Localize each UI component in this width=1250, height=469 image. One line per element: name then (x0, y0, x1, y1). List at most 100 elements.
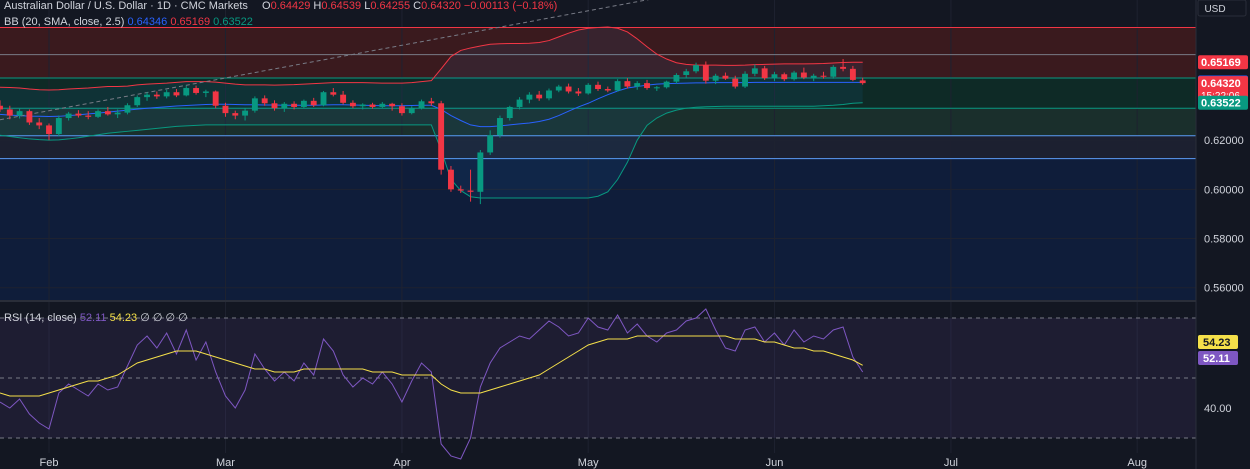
candle (212, 90, 219, 109)
candle (124, 103, 131, 115)
rsi-badge-text: 52.11 (1203, 353, 1230, 365)
rsi-badge: 52.11 (1198, 351, 1238, 365)
candle (291, 101, 298, 110)
currency-button[interactable]: USD (1197, 0, 1247, 17)
price-zones (0, 27, 1196, 300)
candle-body (95, 111, 101, 117)
candlestick-series (0, 59, 866, 205)
candle-body (565, 86, 572, 92)
bb-label: BB (20, SMA, close, 2.5) (4, 16, 125, 28)
rsi-label: RSI (14, close) (4, 312, 77, 324)
bb-legend[interactable]: BB (20, SMA, close, 2.5) 0.64346 0.65169… (4, 16, 253, 28)
rsi-band (0, 318, 1196, 438)
candle-body (193, 88, 200, 93)
candle (428, 97, 435, 106)
candle-body (840, 66, 847, 69)
time-tick-label: Jul (944, 457, 958, 469)
price-tick-label: 0.62000 (1204, 135, 1244, 147)
candle (408, 106, 415, 115)
candle-body (644, 83, 650, 89)
candle-body (653, 87, 660, 89)
candle (222, 102, 229, 117)
candle-body (202, 91, 209, 93)
candle-body (693, 65, 699, 72)
rsi-badge-bg (1198, 335, 1238, 349)
candle-body (536, 94, 543, 99)
candle-body (859, 80, 866, 84)
candle-body (742, 73, 748, 87)
bb-upper-line (0, 26, 863, 91)
time-tick-label: Feb (40, 457, 59, 469)
price-badge-text: 0.63522 (1201, 98, 1241, 110)
candle-body (398, 106, 405, 114)
time-tick-label: Apr (393, 457, 410, 469)
candle (810, 73, 817, 82)
candle-body (6, 109, 13, 116)
candle-body (418, 101, 425, 109)
candle (644, 79, 650, 90)
candle-body (428, 101, 435, 104)
candle (683, 68, 690, 78)
candle-body (369, 104, 376, 107)
candle (702, 61, 709, 84)
candle-body (477, 152, 484, 192)
candle (281, 102, 288, 112)
candle-body (163, 92, 170, 97)
candle (761, 65, 768, 80)
rsi-badge-text: 54.23 (1203, 337, 1231, 349)
low-label: L (364, 0, 371, 12)
candle-body (281, 103, 288, 109)
candle (55, 115, 62, 137)
low-value: 0.64255 (370, 0, 411, 12)
candle (516, 97, 523, 110)
candle (36, 118, 43, 130)
candle-body (663, 81, 670, 88)
candle-body (467, 190, 474, 192)
rsi-badge: 54.23 (1198, 335, 1238, 349)
candle (6, 105, 13, 120)
candle (565, 83, 572, 94)
close-label: C (413, 0, 422, 12)
candle-body (183, 88, 190, 96)
rsi-legend[interactable]: RSI (14, close) 52.11 54.23 ∅ ∅ ∅ ∅ (4, 311, 188, 324)
candle-body (575, 91, 582, 94)
candle (144, 92, 150, 101)
open-value: 0.64429 (270, 0, 311, 12)
candle-body (526, 94, 533, 100)
candle (310, 97, 317, 107)
candle-body (251, 98, 258, 111)
time-tick-label: Aug (1127, 457, 1147, 469)
candle (673, 73, 680, 84)
candle-body (114, 112, 121, 115)
candle (389, 102, 396, 111)
open-label: O (262, 0, 271, 12)
horizontal-lines (0, 27, 1196, 160)
price-badge-text: 0.65169 (1201, 57, 1241, 69)
candle-body (585, 84, 592, 94)
candle-body (173, 92, 180, 96)
candle-body (379, 103, 386, 107)
candle-body (516, 99, 523, 107)
price-axis[interactable]: 0.62000 0.60000 0.58000 0.56000 40.00 (1204, 135, 1244, 415)
candle-body (104, 111, 111, 115)
candle (712, 73, 719, 85)
zone-2 (0, 108, 1196, 136)
price-badge: 0.63522 (1198, 95, 1248, 110)
candle-body (46, 125, 52, 135)
price-badge: 0.65169 (1198, 55, 1248, 70)
rsi-badge-bg (1198, 351, 1238, 365)
candle (16, 108, 23, 119)
time-axis[interactable]: Feb Mar Apr May Jun Jul Aug (40, 457, 1147, 469)
candle-body (546, 90, 552, 99)
candle (418, 99, 425, 110)
candle (114, 109, 121, 119)
candle (497, 115, 503, 138)
candle (849, 65, 856, 82)
candle (585, 83, 592, 95)
candle-body (232, 113, 239, 116)
candle-body (604, 89, 611, 91)
candle-body (791, 72, 798, 80)
candle (477, 150, 484, 205)
candle (202, 89, 209, 98)
